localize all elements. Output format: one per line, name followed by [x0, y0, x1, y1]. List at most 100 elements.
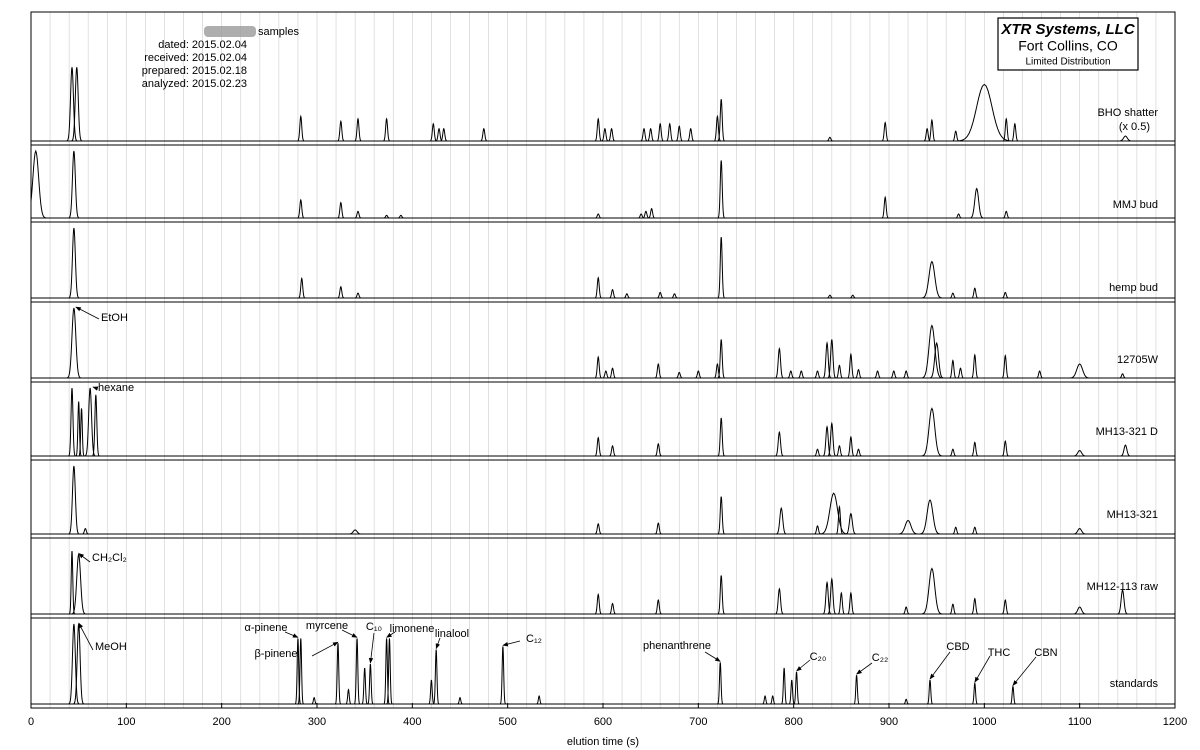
- peak: [1001, 439, 1010, 457]
- peak: [670, 293, 679, 299]
- chart-note: Limited Distribution: [1025, 57, 1110, 68]
- peak: [929, 341, 945, 379]
- peak: [826, 136, 834, 142]
- peak: [1002, 117, 1011, 142]
- peak: [956, 367, 965, 379]
- peak: [953, 83, 1015, 142]
- peak: [1035, 370, 1044, 379]
- peak: [296, 198, 305, 219]
- annotation-arrow: [75, 306, 100, 320]
- trace-name: 12705W: [1117, 354, 1159, 366]
- peak: [608, 367, 617, 379]
- peak: [354, 117, 362, 142]
- peak: [854, 368, 863, 379]
- annotation-label: MeOH: [95, 641, 127, 653]
- annotation-arrow: [78, 622, 94, 651]
- peak: [479, 127, 488, 142]
- peak: [78, 408, 85, 457]
- peak: [675, 125, 684, 142]
- peak: [294, 638, 302, 705]
- peak: [354, 210, 362, 219]
- peak: [826, 294, 834, 299]
- annotation-arrow: [796, 659, 811, 672]
- annotation-arrow: [386, 631, 396, 638]
- peak: [354, 292, 362, 299]
- peak: [608, 288, 617, 299]
- peak: [835, 364, 844, 379]
- annotation-label: C₁₂: [526, 633, 542, 645]
- peak: [382, 117, 391, 142]
- peak: [345, 688, 352, 705]
- x-tick-label: 800: [784, 716, 802, 728]
- peak: [827, 421, 837, 457]
- annotation-arrow: [704, 651, 721, 662]
- peak: [337, 201, 345, 219]
- x-axis-label: elution time (s): [567, 736, 639, 748]
- peak: [774, 430, 784, 457]
- peak: [896, 519, 920, 535]
- peak: [594, 213, 603, 219]
- peak: [499, 646, 507, 705]
- peak: [717, 160, 726, 219]
- peak: [296, 114, 305, 142]
- annotation-label: C₁₀: [366, 621, 382, 633]
- peak: [971, 681, 978, 705]
- annotation-arrow: [856, 662, 873, 675]
- peak: [654, 362, 663, 379]
- peak: [607, 127, 616, 142]
- peak: [81, 527, 90, 535]
- peak: [713, 362, 722, 379]
- peak: [1011, 122, 1019, 142]
- annotation-label: phenanthrene: [643, 640, 711, 652]
- annotation-arrow: [311, 641, 339, 657]
- peak: [594, 593, 603, 615]
- peak: [951, 130, 960, 142]
- peak: [1001, 598, 1010, 615]
- annotation-label: limonene: [390, 623, 435, 635]
- peak: [386, 638, 393, 705]
- peak: [920, 260, 944, 299]
- peak: [347, 529, 363, 535]
- x-tick-label: 500: [498, 716, 516, 728]
- peak: [68, 227, 80, 299]
- peak: [654, 442, 663, 457]
- annotation-arrow: [502, 640, 521, 647]
- peak: [918, 499, 942, 535]
- peak: [949, 359, 957, 379]
- peak: [656, 122, 665, 142]
- peak: [1116, 589, 1129, 615]
- peak: [1002, 210, 1011, 219]
- peak: [926, 679, 934, 705]
- peak: [640, 127, 648, 142]
- trace-name: MMJ bud: [1113, 199, 1158, 211]
- peak: [311, 696, 318, 705]
- peak: [903, 698, 910, 705]
- annotation-arrow: [92, 386, 99, 391]
- peak: [1072, 450, 1088, 457]
- peak: [769, 695, 776, 705]
- annotation-arrow: [284, 631, 299, 638]
- trace-name: standards: [1110, 678, 1159, 690]
- peak: [835, 504, 844, 535]
- peak: [835, 444, 844, 457]
- header-line: dated: 2015.02.04: [158, 39, 247, 51]
- peak: [665, 122, 674, 142]
- redaction: [204, 26, 256, 37]
- peak: [774, 587, 784, 615]
- peak: [813, 525, 822, 535]
- peak: [594, 117, 603, 142]
- peak: [854, 448, 863, 457]
- peak: [84, 387, 96, 457]
- peak: [970, 287, 979, 299]
- peak: [536, 695, 543, 705]
- peak: [608, 602, 617, 615]
- peak: [439, 127, 448, 142]
- peak: [353, 638, 361, 705]
- trace-name: MH13-321: [1107, 509, 1158, 521]
- x-tick-label: 400: [403, 716, 421, 728]
- peak: [1068, 363, 1092, 379]
- peak: [594, 436, 603, 457]
- peak: [382, 214, 391, 219]
- peak: [949, 448, 957, 457]
- annotation-arrow: [929, 651, 951, 680]
